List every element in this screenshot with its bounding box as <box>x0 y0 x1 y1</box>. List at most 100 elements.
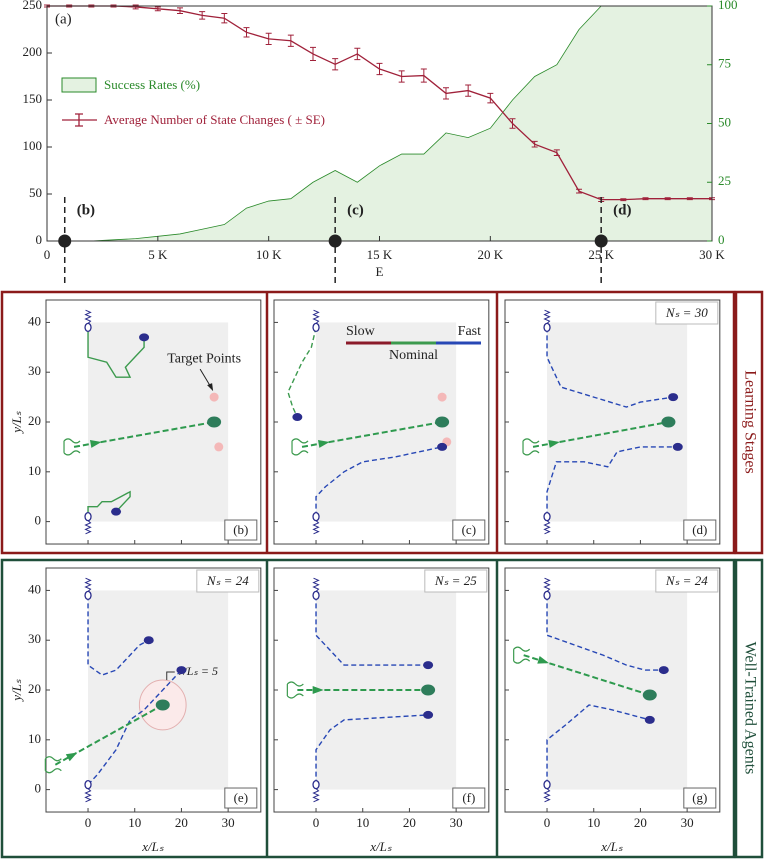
trajectory <box>287 327 317 418</box>
anchor <box>312 511 320 522</box>
x-tick-label: 10 K <box>256 247 282 262</box>
success-area <box>47 6 712 241</box>
section-box <box>734 558 764 859</box>
error-bar <box>154 6 161 12</box>
error-bar <box>354 47 361 61</box>
panel-label: (e) <box>234 790 248 805</box>
agent <box>176 666 187 675</box>
marker-dot <box>58 234 72 248</box>
error-bar <box>576 188 582 194</box>
agent <box>672 442 683 451</box>
spring <box>543 788 551 803</box>
anchor <box>84 511 92 522</box>
speed-label: Nominal <box>389 348 438 363</box>
y2-tick-label: 25 <box>718 173 731 188</box>
panel-label-box <box>683 519 717 541</box>
error-bar <box>265 32 272 46</box>
y-tick-label: 30 <box>28 363 41 378</box>
marker-label: (d) <box>613 202 631 218</box>
section-box <box>734 290 764 555</box>
anchor <box>84 590 92 601</box>
agent <box>644 715 655 724</box>
section-label: Learning Stages <box>741 370 758 474</box>
x-tick-label: 20 <box>403 815 416 830</box>
target-agent <box>661 416 676 428</box>
trajectory <box>546 446 678 517</box>
error-bar <box>509 118 516 129</box>
error-bar <box>243 27 250 38</box>
error-bar <box>487 92 494 104</box>
x-tick-label: 0 <box>313 815 320 830</box>
spring <box>543 309 551 324</box>
x-axis-label: x/Lₛ <box>369 839 392 854</box>
anchor <box>312 322 320 333</box>
y-tick-label: 10 <box>28 463 41 478</box>
arena <box>88 322 229 522</box>
target-agent <box>642 689 657 701</box>
panel-label: (f) <box>462 790 475 805</box>
error-bar <box>221 13 228 24</box>
swimmer-icon <box>44 756 62 774</box>
y-tick-label: 40 <box>28 581 41 596</box>
speed-label: Fast <box>458 324 481 339</box>
target-agent <box>435 416 450 428</box>
x-tick-label: 20 K <box>478 247 504 262</box>
x-tick-label: 0 <box>85 815 92 830</box>
ns-box <box>655 569 719 593</box>
x-tick-label: 30 <box>681 815 694 830</box>
error-bar <box>376 62 383 76</box>
anchor <box>543 322 551 333</box>
trajectory <box>546 595 664 671</box>
panel-label-box <box>224 787 258 809</box>
x-tick-label: 10 <box>356 815 369 830</box>
spring <box>312 309 320 324</box>
panel-label: (b) <box>233 522 248 537</box>
trajectory <box>546 704 650 785</box>
y2-tick-label: 50 <box>718 114 731 129</box>
radius-pointer <box>166 671 175 681</box>
target-agent <box>155 699 170 711</box>
y-tick-label: 200 <box>23 44 43 59</box>
error-bar <box>664 197 671 201</box>
x-tick-label: 10 <box>587 815 600 830</box>
anchor <box>312 779 320 790</box>
panel-label: (c) <box>462 522 476 537</box>
legend-label: Success Rates (%) <box>104 77 200 92</box>
y-tick-label: 100 <box>23 138 43 153</box>
spring <box>312 577 320 592</box>
y-tick-label: 0 <box>35 781 42 796</box>
arena <box>316 322 457 522</box>
x-tick-label: 30 <box>222 815 235 830</box>
error-bar <box>199 11 206 20</box>
agent <box>437 442 448 451</box>
swimmer-icon <box>291 438 309 456</box>
panel-label: (g) <box>692 790 707 805</box>
agent <box>143 636 154 645</box>
target-point <box>437 392 447 402</box>
swimmer-icon <box>286 681 304 699</box>
arrow-head <box>317 440 330 448</box>
agent <box>111 507 122 516</box>
x-tick-label: 5 K <box>148 247 168 262</box>
y-tick-label: 20 <box>28 413 41 428</box>
marker-label: (b) <box>77 202 95 218</box>
error-bar <box>420 68 427 83</box>
ns-box <box>655 301 719 325</box>
error-bar <box>310 46 316 62</box>
panel-label: (d) <box>692 522 707 537</box>
panel-label: (a) <box>55 11 72 27</box>
anchor <box>543 779 551 790</box>
x-tick-label: 30 K <box>699 247 725 262</box>
y-axis-label: y/Lₛ <box>9 411 24 435</box>
anchor <box>84 322 92 333</box>
x-tick-label: 20 <box>175 815 188 830</box>
panel-label-box <box>224 519 258 541</box>
spring <box>543 577 551 592</box>
x-axis-label: x/Lₛ <box>600 839 623 854</box>
panel-label-box <box>452 519 486 541</box>
x-tick-label: 25 K <box>588 247 614 262</box>
y-tick-label: 40 <box>28 313 41 328</box>
arrow-head <box>548 440 560 448</box>
anchor <box>84 779 92 790</box>
x-tick-label: 20 <box>634 815 647 830</box>
